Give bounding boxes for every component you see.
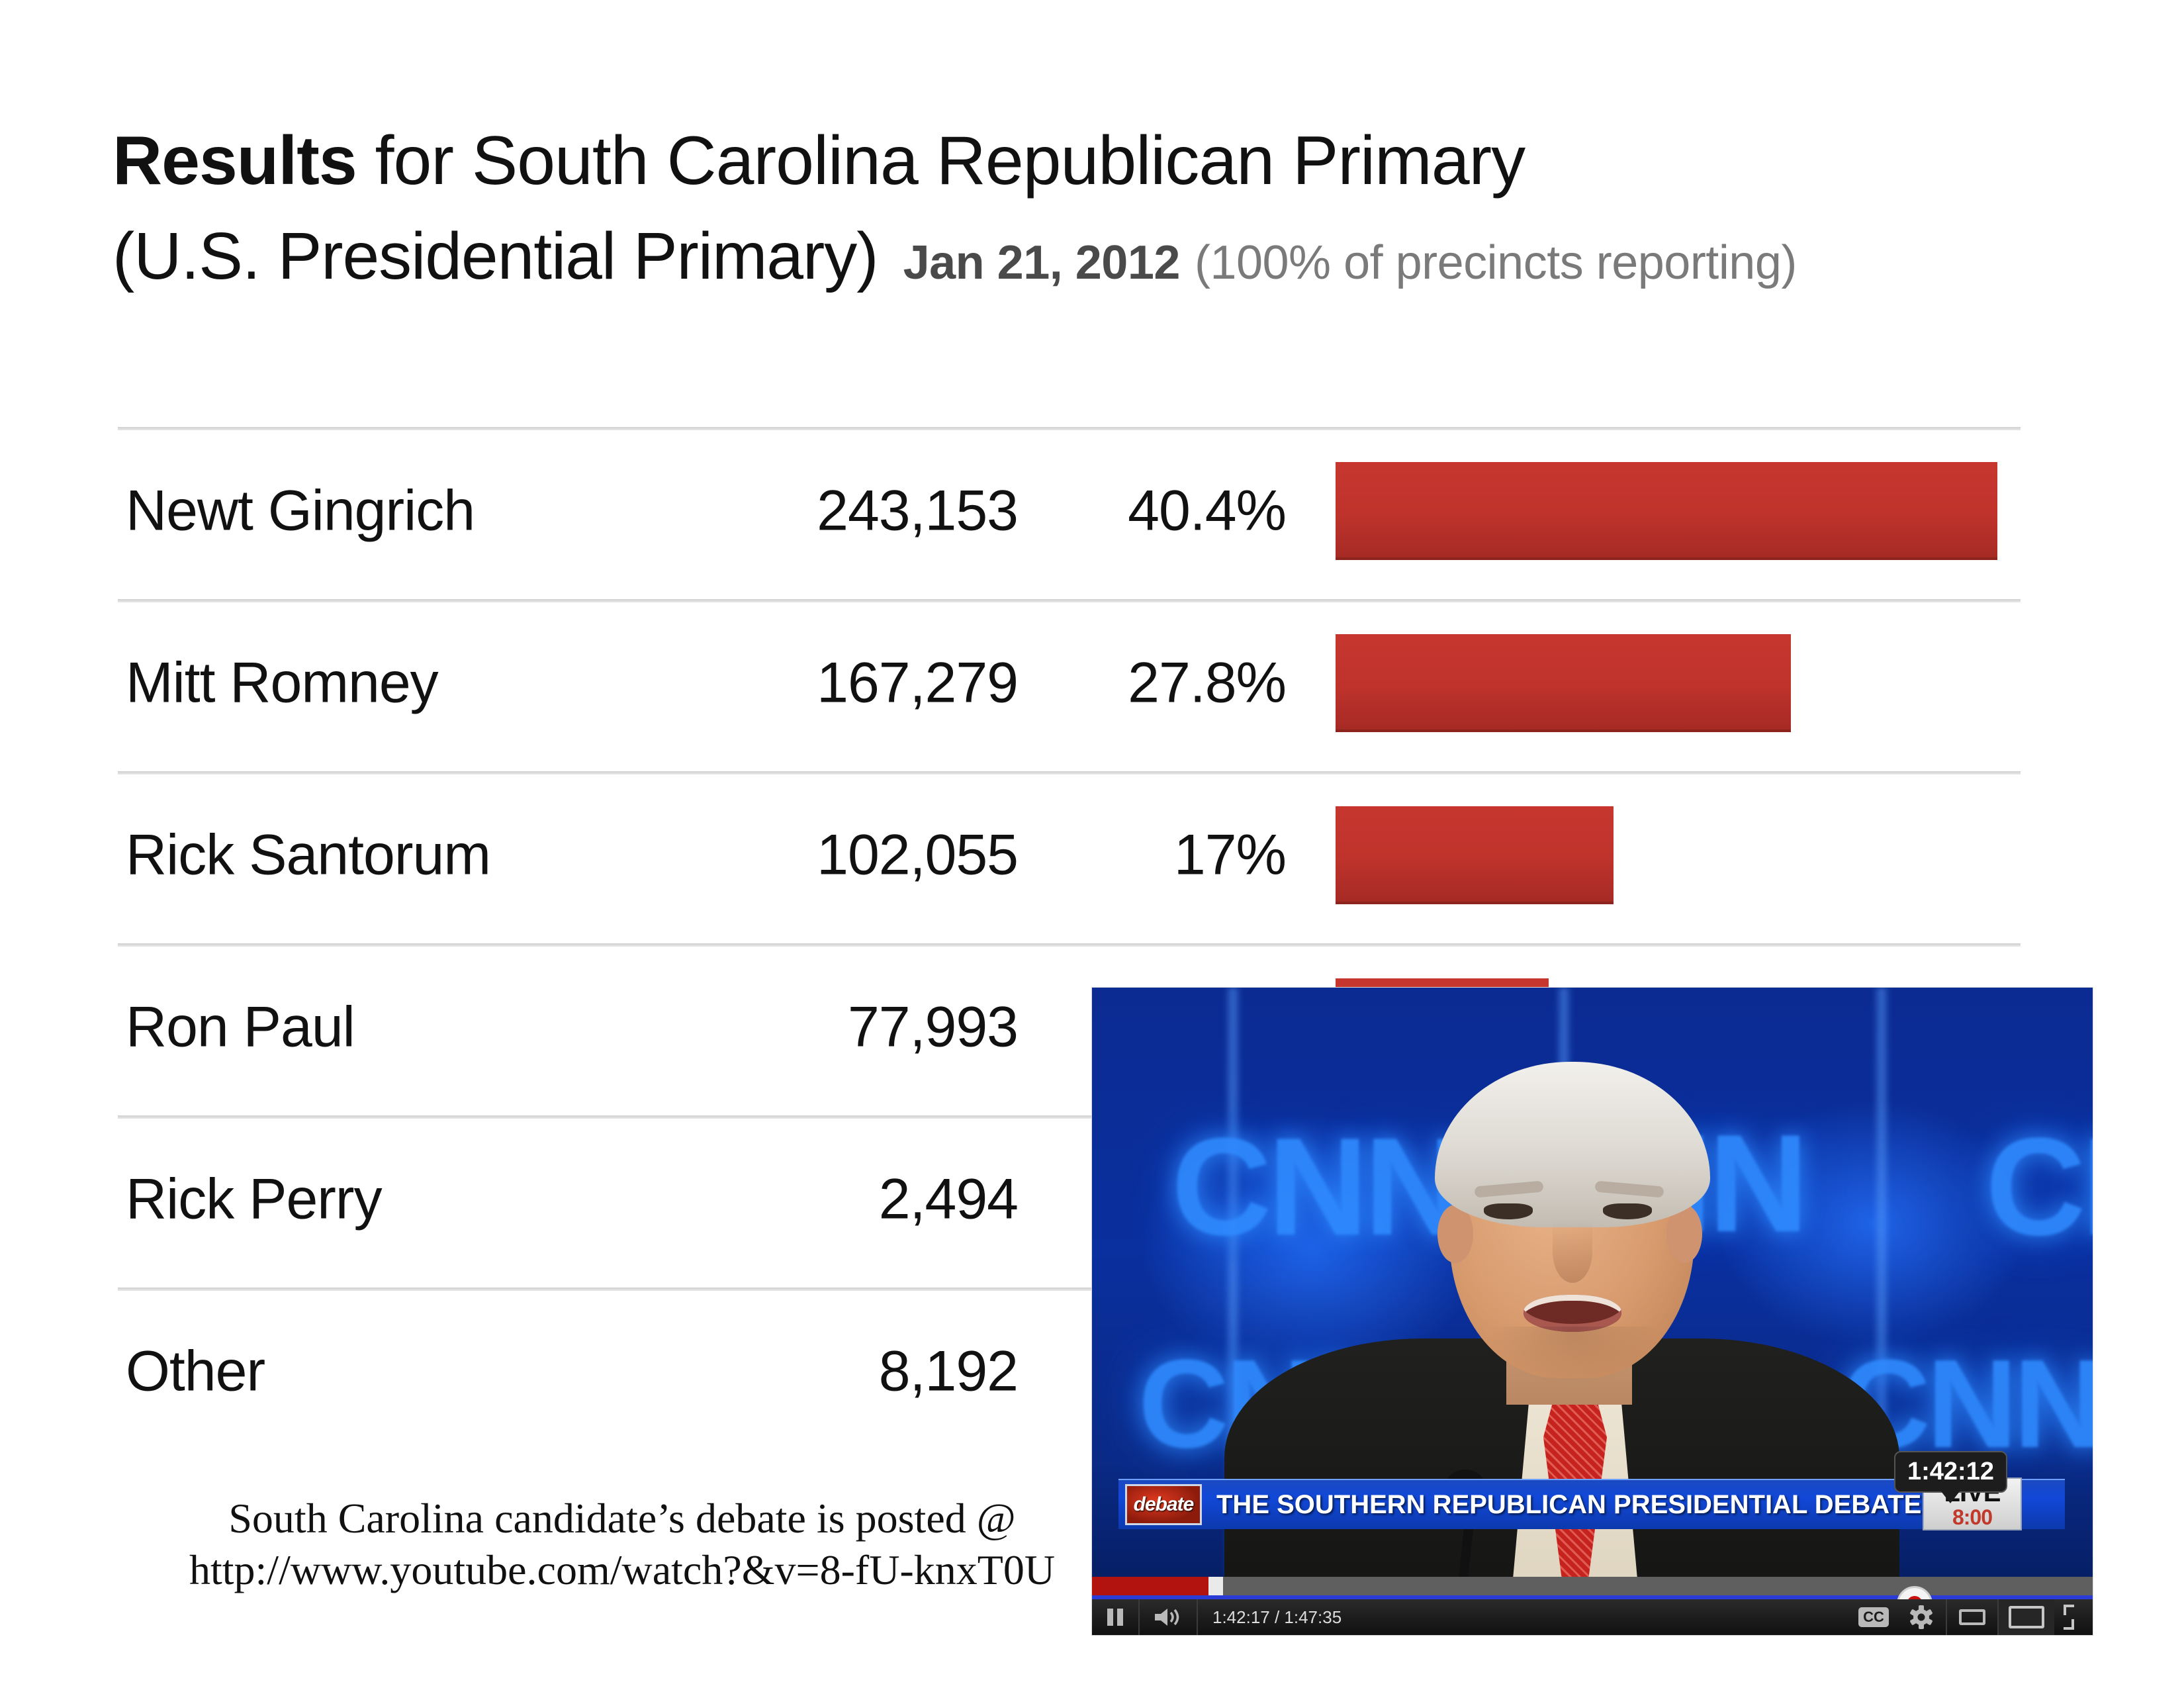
cc-label: CC (1858, 1607, 1889, 1627)
ear-left (1437, 1205, 1473, 1263)
fullscreen-button[interactable] (2054, 1599, 2093, 1635)
theater-mode-button[interactable] (1947, 1599, 1997, 1635)
page-title-rest: for South Carolina Republican Primary (356, 122, 1526, 199)
debate-logo-label: debate (1133, 1493, 1195, 1515)
subtitle-date: Jan 21, 2012 (903, 236, 1181, 289)
candidate-name: Rick Perry (126, 1167, 383, 1231)
eye-left (1484, 1203, 1533, 1219)
vote-percent: 27.8% (1128, 651, 1287, 715)
result-bar (1336, 462, 1997, 560)
vote-count: 77,993 (847, 995, 1019, 1059)
player-controls: 1:42:17 / 1:47:35 CC (1092, 1599, 2093, 1635)
bar-track (1336, 462, 2011, 560)
nose (1553, 1221, 1592, 1283)
vote-count: 2,494 (878, 1167, 1019, 1231)
time-display: 1:42:17 / 1:47:35 (1212, 1607, 1342, 1627)
candidate-name: Other (126, 1339, 265, 1403)
table-row: Rick Santorum 102,055 17% (118, 773, 2021, 937)
table-separator (118, 427, 2021, 430)
candidate-name: Rick Santorum (126, 823, 491, 887)
pause-button[interactable] (1092, 1599, 1138, 1635)
table-row: Mitt Romney 167,279 27.8% (118, 601, 2021, 765)
gear-icon[interactable] (1897, 1599, 1946, 1635)
scrubber-tooltip: 1:42:12 (1894, 1451, 2007, 1503)
hair (1435, 1062, 1710, 1227)
control-divider (1946, 1599, 1947, 1635)
speaker-figure (1224, 1027, 1899, 1577)
table-row: Newt Gingrich 243,153 40.4% (118, 429, 2021, 593)
table-separator (118, 1115, 2021, 1119)
table-row: Other 8,192 (118, 1289, 2021, 1454)
volume-button[interactable] (1140, 1599, 1197, 1635)
caption-url[interactable]: http://www.youtube.com/watch?&v=8-fU-knx… (189, 1546, 1056, 1594)
progress-buffer (1208, 1577, 1223, 1595)
vote-percent: 17% (1173, 823, 1287, 887)
table-separator (118, 771, 2021, 774)
lower-third-text: THE SOUTHERN REPUBLICAN PRESIDENTIAL DEB… (1216, 1489, 1922, 1519)
page-subtitle: (U.S. Presidential Primary) Jan 21, 2012… (113, 218, 2071, 295)
scrubber-line[interactable] (1092, 1595, 2093, 1599)
vote-count: 167,279 (817, 651, 1019, 715)
candidate-name: Ron Paul (126, 995, 355, 1059)
candidate-name: Mitt Romney (126, 651, 439, 715)
table-separator (118, 1288, 1124, 1291)
subtitle-note: (100% of precincts reporting) (1194, 236, 1797, 289)
result-bar (1336, 806, 1614, 904)
control-divider (1197, 1599, 1198, 1635)
vote-percent: 40.4% (1128, 479, 1287, 543)
progress-played (1092, 1577, 1208, 1595)
progress-bar-track[interactable] (1092, 1577, 2093, 1595)
candidate-name: Newt Gingrich (126, 479, 475, 543)
table-separator (118, 943, 2021, 947)
eye-right (1603, 1203, 1652, 1219)
caption-block: South Carolina candidate’s debate is pos… (119, 1493, 1125, 1596)
video-player[interactable]: CNN CNN CNN CNN CNN (1092, 988, 2093, 1635)
captions-button[interactable]: CC (1850, 1599, 1897, 1635)
vote-count: 102,055 (817, 823, 1019, 887)
page-title: Results for South Carolina Republican Pr… (113, 122, 2071, 199)
chin (1488, 1327, 1659, 1386)
page-title-strong: Results (113, 122, 357, 199)
caption-line-1: South Carolina candidate’s debate is pos… (228, 1495, 1016, 1542)
live-badge-bottom: 8:00 (1952, 1505, 1993, 1529)
cnn-logo: CNN (1985, 1109, 2093, 1264)
video-stage[interactable]: CNN CNN CNN CNN CNN (1092, 988, 2093, 1577)
table-separator (118, 599, 2021, 602)
table-row: Rick Perry 2,494 (118, 1117, 2021, 1282)
vote-count: 8,192 (878, 1339, 1019, 1403)
bar-track (1336, 806, 2011, 904)
subtitle-main: (U.S. Presidential Primary) (113, 219, 879, 293)
cnn-logo: CNN (1171, 1109, 1465, 1264)
mouth (1524, 1295, 1621, 1332)
control-divider (1997, 1599, 1999, 1635)
debate-logo-icon: debate (1125, 1484, 1202, 1525)
control-divider (1138, 1599, 1140, 1635)
bar-track (1336, 634, 2011, 732)
result-bar (1336, 634, 1791, 732)
vote-count: 243,153 (817, 479, 1019, 543)
size-button[interactable] (1999, 1599, 2054, 1635)
